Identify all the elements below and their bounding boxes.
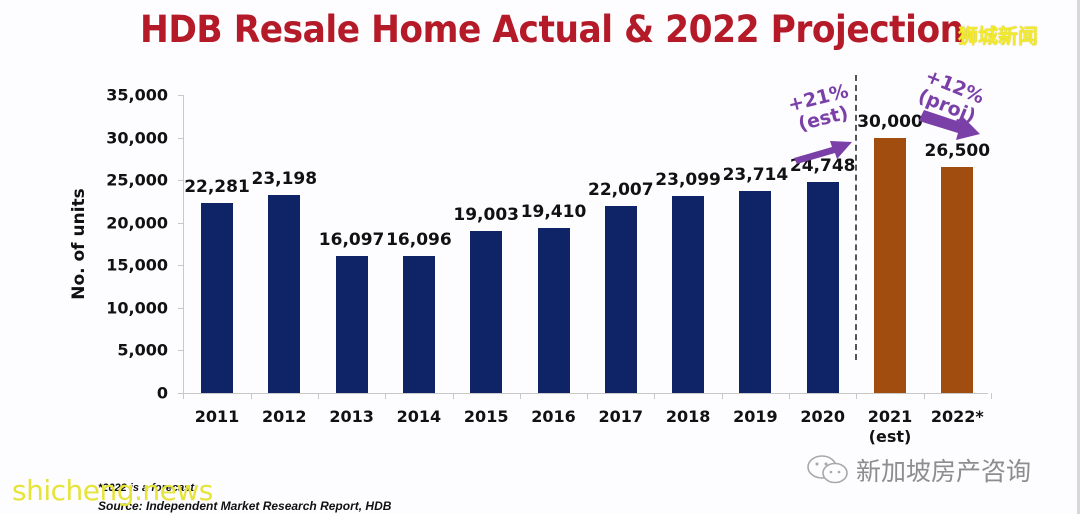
x-tick-mark — [587, 393, 589, 399]
x-tick-label-year: 2020 — [800, 407, 845, 426]
bar-value-label: 22,281 — [184, 177, 250, 198]
y-tick-mark — [178, 180, 183, 182]
y-tick-mark — [178, 222, 183, 224]
y-tick-mark — [178, 265, 183, 267]
x-tick-label-year: 2011 — [194, 407, 240, 426]
y-tick-label: 5,000 — [117, 340, 168, 360]
x-tick-label: 2020 — [778, 407, 868, 427]
x-tick-label: 2015 — [441, 407, 531, 427]
x-tick-mark — [721, 393, 723, 399]
bar-2022 — [941, 167, 974, 393]
x-tick-label: 2019 — [710, 407, 800, 427]
bar-value-label: 26,500 — [924, 141, 991, 162]
y-axis-label: No. of units — [69, 188, 89, 300]
bar-2021 — [874, 137, 906, 393]
x-tick-label-year: 2019 — [733, 407, 778, 426]
source-note: Source: Independent Market Research Repo… — [98, 499, 392, 513]
x-tick-label: 2012 — [239, 407, 329, 427]
y-tick-label: 15,000 — [106, 255, 168, 275]
bar-value-label: 16,097 — [318, 229, 385, 250]
bar-value-label: 16,096 — [386, 229, 452, 250]
bar-2016 — [537, 227, 570, 393]
watermark-bottom-right-text: 新加坡房产咨询 — [856, 457, 1032, 486]
bar-2014 — [402, 255, 435, 393]
x-tick-mark — [923, 393, 925, 399]
x-tick-label: 2021 (est) — [845, 407, 935, 447]
x-tick-label: 2022* — [912, 407, 1002, 427]
y-tick-label: 10,000 — [106, 298, 168, 318]
x-tick-label: 2014 — [374, 407, 464, 427]
x-tick-label: 2018 — [643, 407, 733, 427]
frame-edge — [1077, 0, 1080, 514]
bar-2017 — [604, 205, 637, 393]
x-axis-line — [183, 393, 988, 394]
bar-2020 — [806, 182, 839, 393]
x-tick-mark — [789, 393, 791, 399]
x-tick-mark — [856, 393, 858, 399]
bar-2013 — [335, 255, 368, 393]
x-tick-label-year: 2014 — [396, 407, 442, 426]
bar-2011 — [201, 203, 233, 393]
x-tick-label-year: 2021 — [867, 407, 913, 426]
bar-value-label: 19,410 — [520, 201, 587, 222]
footnote: *2022 is a forecast — [98, 482, 195, 494]
watermark-top-right: 狮城新闻 — [958, 24, 1038, 48]
y-tick-label: 20,000 — [106, 213, 168, 233]
actual-projection-divider — [855, 75, 857, 360]
x-tick-label-year: 2017 — [598, 407, 644, 426]
x-tick-label-year: 2016 — [531, 407, 576, 426]
bar-value-label: 30,000 — [857, 111, 923, 132]
y-tick-mark — [178, 95, 183, 96]
watermark-bottom-left: shicheng.news — [12, 474, 213, 507]
y-tick-label: 35,000 — [106, 85, 168, 105]
x-tick-label: 2017 — [576, 407, 666, 427]
x-tick-mark — [250, 393, 252, 399]
y-tick-label: 0 — [156, 383, 168, 403]
x-tick-mark — [452, 393, 454, 399]
watermark-bottom-right: 新加坡房产咨询 — [806, 452, 1031, 488]
y-tick-mark — [178, 137, 183, 139]
y-tick-mark — [178, 307, 183, 309]
bar-value-label: 23,099 — [655, 170, 721, 191]
y-tick-mark — [178, 393, 183, 394]
x-tick-mark — [990, 393, 992, 399]
x-tick-mark — [183, 393, 185, 399]
x-tick-label-sub: (est) — [868, 427, 912, 446]
y-tick-label: 25,000 — [106, 170, 168, 190]
bar-2012 — [268, 195, 301, 393]
x-tick-label-year: 2022* — [930, 407, 984, 426]
x-tick-label-year: 2012 — [262, 407, 307, 426]
x-tick-mark — [385, 393, 387, 399]
arrow-down-right-icon — [919, 110, 980, 140]
y-tick-mark — [178, 350, 183, 352]
y-tick-label: 30,000 — [106, 128, 168, 148]
x-tick-label-year: 2013 — [329, 407, 374, 426]
x-tick-mark — [317, 393, 319, 399]
bar-value-label: 19,003 — [453, 205, 519, 226]
chart-title: HDB Resale Home Actual & 2022 Projection — [140, 8, 964, 51]
x-tick-label: 2016 — [509, 407, 599, 427]
bar-value-label: 23,714 — [722, 165, 789, 186]
bar-2019 — [739, 191, 772, 393]
x-tick-mark — [519, 393, 521, 399]
bar-2015 — [470, 231, 503, 393]
x-tick-label: 2011 — [172, 407, 262, 427]
x-tick-label: 2013 — [307, 407, 397, 427]
x-tick-mark — [654, 393, 656, 399]
arrow-right-icon — [794, 141, 852, 164]
wechat-icon — [807, 455, 848, 484]
bar-2018 — [672, 196, 705, 393]
x-tick-label-year: 2018 — [665, 407, 711, 426]
bar-value-label: 22,007 — [587, 179, 654, 200]
x-tick-label-year: 2015 — [463, 407, 509, 426]
y-axis-line — [183, 95, 184, 393]
bar-value-label: 23,198 — [251, 169, 318, 190]
